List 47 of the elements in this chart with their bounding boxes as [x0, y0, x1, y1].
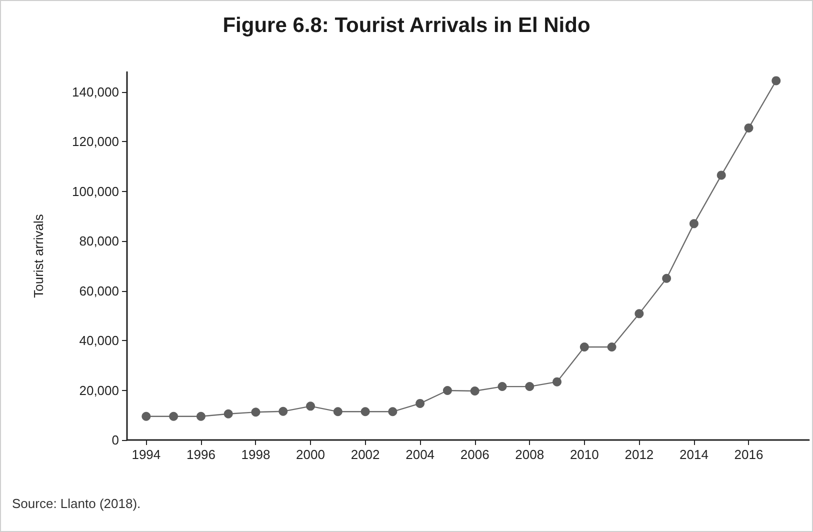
point	[634, 309, 644, 318]
point	[333, 407, 342, 416]
point	[224, 409, 233, 418]
y-tick-label: 60,000	[79, 283, 119, 298]
point	[306, 402, 316, 411]
x-tick-label: 2006	[460, 447, 490, 462]
point	[251, 408, 260, 417]
x-tick-label: 2012	[624, 447, 654, 462]
point	[470, 386, 480, 396]
y-tick-label: 80,000	[79, 234, 119, 249]
y-tick-label: 100,000	[72, 184, 119, 199]
x-tick-label: 1994	[132, 447, 161, 462]
point	[607, 342, 616, 352]
y-tick-label: 20,000	[79, 382, 119, 398]
point	[716, 170, 726, 180]
point	[416, 398, 425, 408]
y-tick-label: 0	[112, 432, 119, 448]
point	[498, 382, 507, 392]
x-tick-label: 1996	[186, 447, 216, 462]
x-tick-label: 2002	[350, 447, 380, 462]
point	[772, 76, 781, 86]
x-tick-label: 2000	[296, 447, 325, 462]
x-tick-label: 2008	[515, 447, 544, 462]
chart-title: Figure 6.8: Tourist Arrivals in El Nido	[222, 14, 590, 37]
y-tick-label: 140,000	[72, 84, 119, 100]
x-tick-label: 1998	[241, 447, 270, 462]
x-tick-label: 2010	[570, 447, 599, 462]
x-tick-label: 2014	[680, 447, 708, 462]
point	[360, 407, 370, 416]
y-tick-label: 40,000	[79, 333, 119, 348]
point	[662, 274, 672, 283]
point	[196, 412, 206, 421]
source-note: Source: Llanto (2018).	[12, 496, 141, 511]
y-axis-title: Tourist arrivals	[31, 214, 46, 298]
point	[689, 219, 698, 228]
point	[744, 123, 754, 132]
point	[442, 386, 452, 396]
point	[525, 382, 534, 392]
point	[388, 407, 398, 416]
point	[169, 412, 178, 421]
x-tick-label: 2004	[406, 447, 435, 462]
y-tick-label: 120,000	[72, 134, 119, 150]
point	[278, 406, 288, 416]
point	[552, 377, 562, 386]
point	[580, 342, 589, 352]
point	[142, 412, 151, 421]
x-tick-label: 2016	[734, 447, 764, 462]
